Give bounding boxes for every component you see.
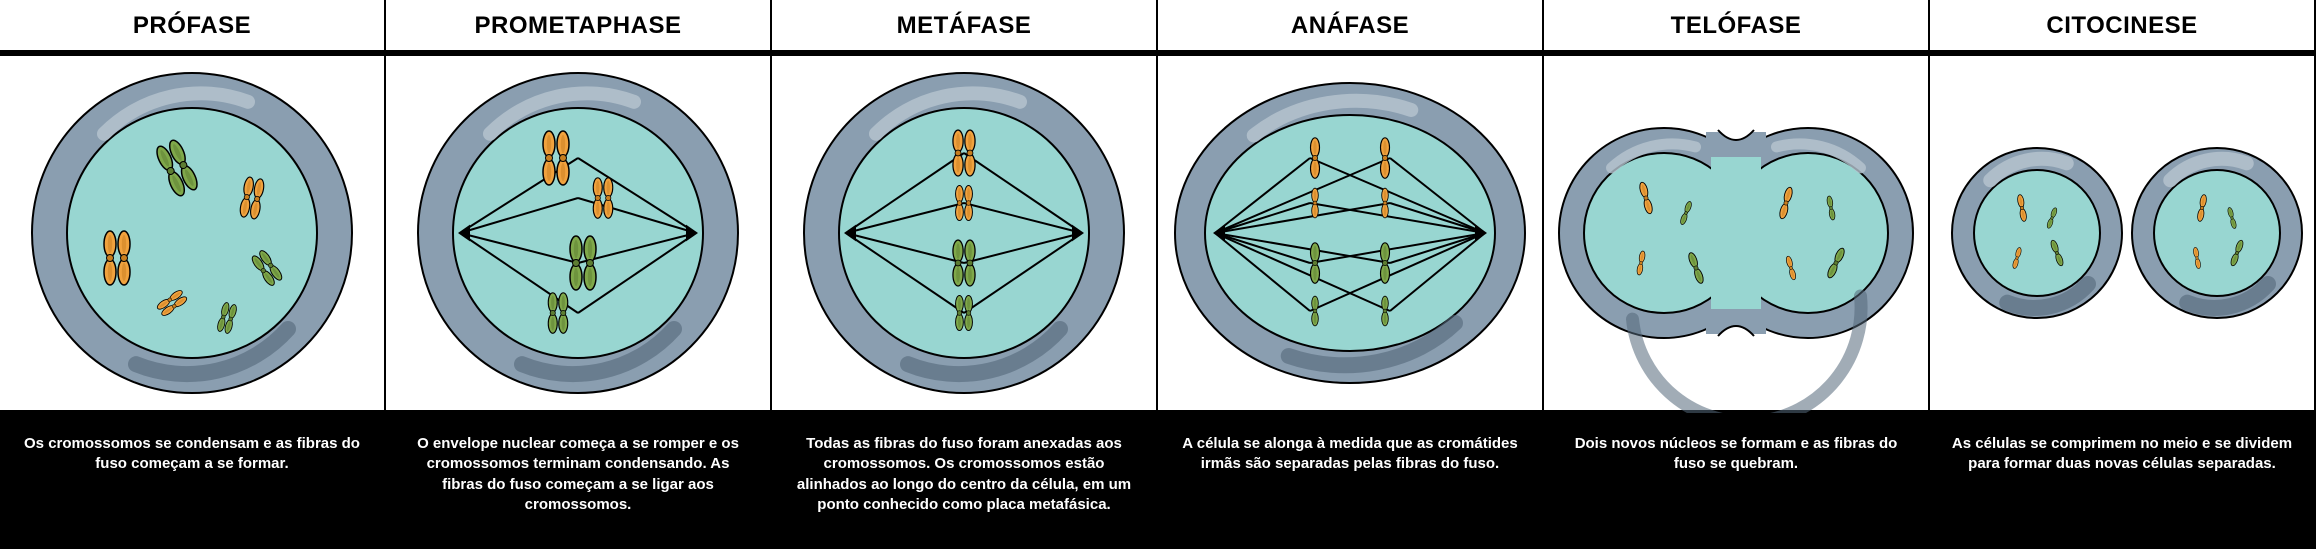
title-cytokinesis: CITOCINESE: [1930, 0, 2314, 56]
panel-anaphase: ANÁFASE A célula se alonga à medida que …: [1158, 0, 1544, 549]
caption-telophase: Dois novos núcleos se formam e as fibras…: [1544, 416, 1928, 493]
figure-metaphase: [772, 56, 1156, 416]
title-metaphase: METÁFASE: [772, 0, 1156, 56]
title-telophase: TELÓFASE: [1544, 0, 1928, 56]
caption-anaphase: A célula se alonga à medida que as cromá…: [1158, 416, 1542, 493]
figure-prometaphase: [386, 56, 770, 416]
caption-cytokinesis: As células se comprimem no meio e se div…: [1930, 416, 2314, 493]
caption-prophase: Os cromossomos se condensam e as fibras …: [0, 416, 384, 493]
figure-telophase: [1544, 56, 1928, 416]
title-anaphase: ANÁFASE: [1158, 0, 1542, 56]
panel-telophase: TELÓFASE Dois novos núcleos se formam e …: [1544, 0, 1930, 549]
title-prophase: PRÓFASE: [0, 0, 384, 56]
panel-prometaphase: PROMETAPHASE O envelope nuclear começa a…: [386, 0, 772, 549]
title-prometaphase: PROMETAPHASE: [386, 0, 770, 56]
figure-cytokinesis: [1930, 56, 2314, 416]
figure-prophase: [0, 56, 384, 416]
caption-prometaphase: O envelope nuclear começa a se romper e …: [386, 416, 770, 533]
caption-metaphase: Todas as fibras do fuso foram anexadas a…: [772, 416, 1156, 533]
panel-cytokinesis: CITOCINESE As células se comprimem no me…: [1930, 0, 2316, 549]
panel-metaphase: METÁFASE Todas as fibras do fuso foram a…: [772, 0, 1158, 549]
figure-anaphase: [1158, 56, 1542, 416]
panel-prophase: PRÓFASE Os cromossomos se condensam e as…: [0, 0, 386, 549]
